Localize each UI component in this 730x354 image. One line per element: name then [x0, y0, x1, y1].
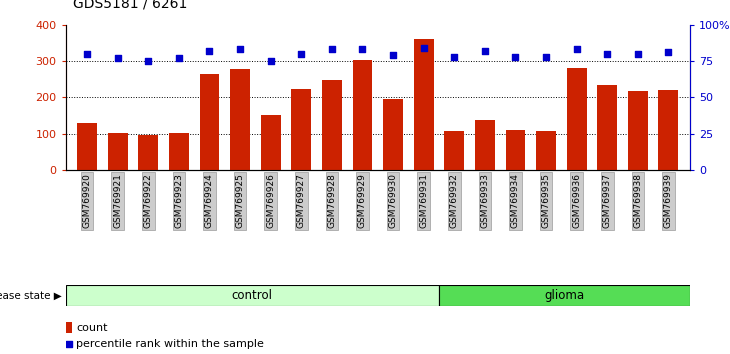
Text: GSM769927: GSM769927 [297, 173, 306, 228]
Bar [445, 131, 464, 170]
Text: disease state ▶: disease state ▶ [0, 291, 62, 301]
Point [142, 58, 154, 64]
Text: GSM769920: GSM769920 [82, 173, 92, 228]
Bar [628, 91, 648, 170]
Point [602, 51, 613, 57]
Bar [322, 80, 342, 170]
Point [112, 55, 123, 61]
Bar [230, 69, 250, 170]
Point [479, 48, 491, 54]
Text: GSM769930: GSM769930 [388, 173, 398, 228]
Point [173, 55, 185, 61]
Text: GSM769935: GSM769935 [542, 173, 550, 228]
Point [387, 52, 399, 58]
Point [418, 45, 429, 51]
Text: GSM769939: GSM769939 [664, 173, 673, 228]
Text: GSM769921: GSM769921 [113, 173, 122, 228]
Bar [261, 115, 280, 170]
Point [204, 48, 215, 54]
Bar [383, 99, 403, 170]
Point [63, 341, 75, 347]
Bar [169, 133, 189, 170]
Text: GSM769938: GSM769938 [634, 173, 642, 228]
Text: GSM769928: GSM769928 [327, 173, 337, 228]
Point [81, 51, 93, 57]
Text: GSM769931: GSM769931 [419, 173, 429, 228]
Point [326, 47, 338, 52]
Bar [291, 89, 311, 170]
Point [571, 47, 583, 52]
Point [663, 50, 675, 55]
Bar [597, 85, 617, 170]
Text: GSM769922: GSM769922 [144, 173, 153, 228]
Text: GSM769929: GSM769929 [358, 173, 367, 228]
Bar [505, 130, 526, 170]
Bar [658, 91, 678, 170]
Bar [414, 39, 434, 170]
Point [234, 47, 246, 52]
Bar [77, 123, 97, 170]
Point [540, 54, 552, 59]
Text: percentile rank within the sample: percentile rank within the sample [76, 339, 264, 349]
Bar [108, 133, 128, 170]
Point [632, 51, 644, 57]
Text: GSM769937: GSM769937 [603, 173, 612, 228]
Bar [439, 285, 690, 306]
Point [357, 47, 369, 52]
Text: control: control [232, 289, 273, 302]
Text: GSM769923: GSM769923 [174, 173, 183, 228]
Text: GSM769934: GSM769934 [511, 173, 520, 228]
Text: GSM769924: GSM769924 [205, 173, 214, 228]
Text: GSM769926: GSM769926 [266, 173, 275, 228]
Text: GSM769932: GSM769932 [450, 173, 458, 228]
Bar [536, 131, 556, 170]
Bar [66, 322, 72, 333]
Point [448, 54, 460, 59]
Bar [199, 74, 220, 170]
Point [265, 58, 277, 64]
Point [510, 54, 521, 59]
Bar [66, 285, 439, 306]
Text: glioma: glioma [545, 289, 585, 302]
Text: GSM769936: GSM769936 [572, 173, 581, 228]
Point [296, 51, 307, 57]
Bar [566, 68, 587, 170]
Text: count: count [76, 322, 107, 332]
Text: GSM769925: GSM769925 [236, 173, 245, 228]
Bar [353, 60, 372, 170]
Bar [475, 120, 495, 170]
Text: GSM769933: GSM769933 [480, 173, 489, 228]
Text: GDS5181 / 6261: GDS5181 / 6261 [73, 0, 188, 11]
Bar [139, 135, 158, 170]
